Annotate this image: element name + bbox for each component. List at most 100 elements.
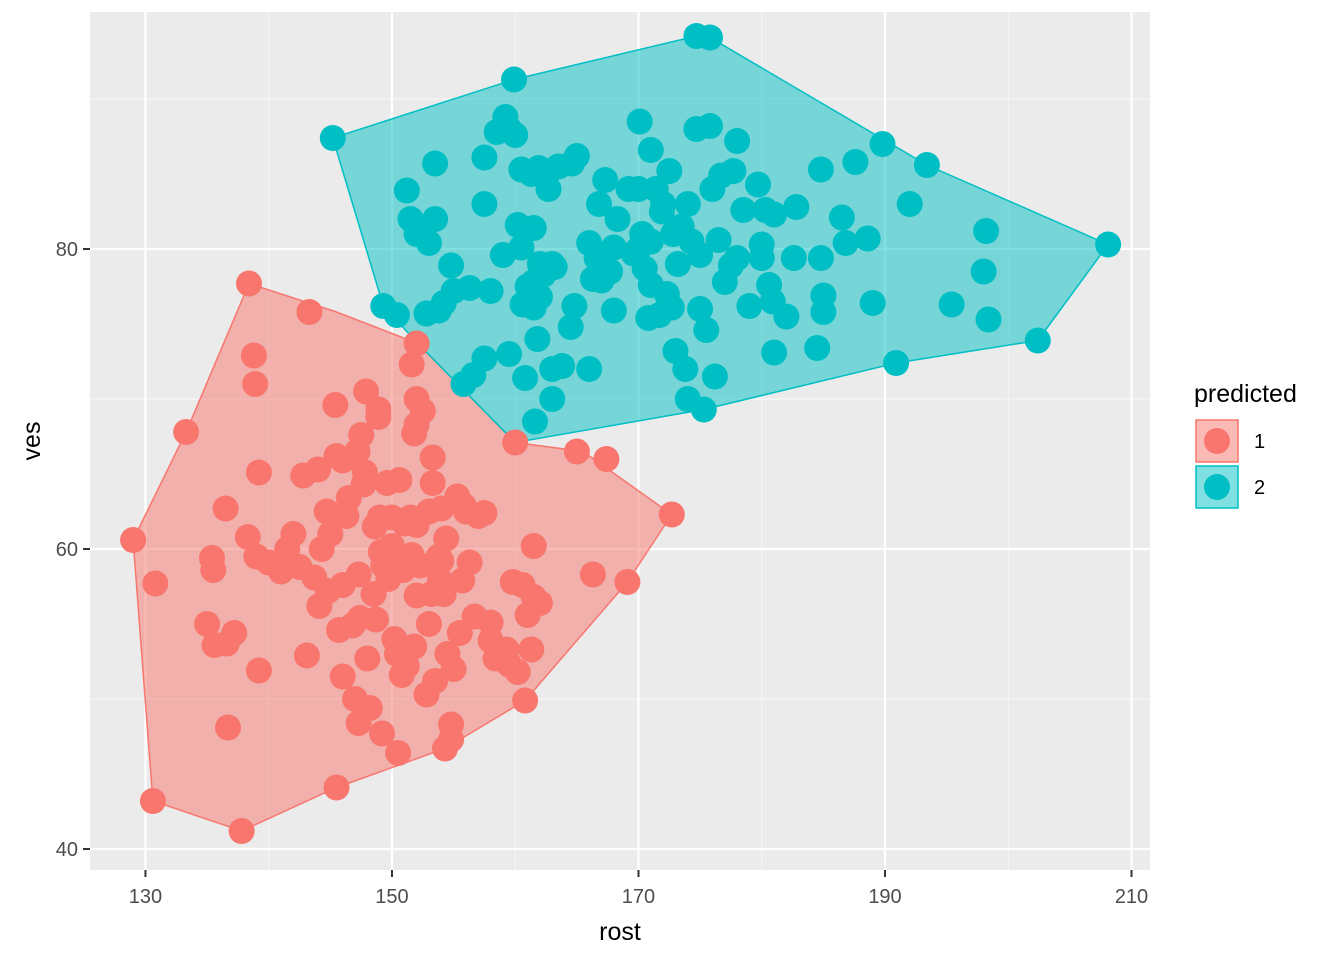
point-cluster-1 [120,527,147,553]
legend: predicted 12 [1194,380,1297,509]
point-cluster-1 [409,398,436,424]
point-cluster-2 [508,234,535,261]
point-cluster-2 [687,242,714,268]
point-cluster-2 [422,206,449,232]
point-cluster-2 [477,278,504,304]
point-cluster-2 [783,194,810,220]
point-cluster-2 [883,350,910,376]
point-cluster-2 [690,396,717,423]
point-cluster-2 [522,408,548,435]
point-cluster-2 [626,108,653,135]
point-cluster-2 [637,137,664,163]
legend-items: 12 [1195,419,1265,509]
x-tick-labels: 130 150 170 190 210 [129,886,1148,908]
point-cluster-2 [422,150,449,177]
point-cluster-2 [773,303,800,330]
point-cluster-2 [549,353,576,379]
point-cluster-2 [804,335,831,361]
point-cluster-2 [854,225,881,252]
point-cluster-1 [422,668,449,694]
point-cluster-2 [697,113,723,139]
point-cluster-2 [526,284,553,310]
point-cluster-2 [535,176,562,202]
point-cluster-1 [293,642,320,669]
point-cluster-2 [780,245,807,271]
point-cluster-1 [520,533,547,559]
point-cluster-1 [593,446,620,472]
point-cluster-2 [1024,327,1051,354]
x-tick-label: 150 [375,886,408,908]
point-cluster-1 [614,569,641,595]
x-tick-label: 190 [868,886,901,908]
point-cluster-2 [393,177,420,204]
point-cluster-1 [313,498,340,525]
point-cluster-2 [502,122,529,148]
point-cluster-2 [896,191,923,217]
legend-label-1: 1 [1254,431,1265,453]
point-cluster-1 [365,404,392,430]
x-tick-label: 130 [129,886,162,908]
y-tick-label: 60 [56,539,78,561]
legend-label-2: 2 [1254,477,1265,499]
point-cluster-2 [745,171,771,198]
x-axis-title: rost [599,918,641,946]
point-cluster-2 [557,314,584,340]
point-cluster-1 [280,521,307,547]
point-cluster-2 [456,275,483,301]
point-cluster-1 [348,422,375,448]
point-cluster-1 [440,656,467,682]
point-cluster-1 [419,444,446,471]
point-cluster-2 [471,345,498,372]
axis-ticks [83,248,1133,877]
point-cluster-1 [526,590,553,616]
point-cluster-1 [438,711,465,738]
point-cluster-1 [518,636,545,663]
point-cluster-1 [504,659,531,685]
point-cluster-2 [761,201,788,228]
point-cluster-1 [386,467,413,493]
point-cluster-1 [317,521,344,547]
point-cluster-2 [807,245,834,271]
point-cluster-1 [471,500,498,526]
point-cluster-2 [501,66,527,93]
x-tick-label: 210 [1115,886,1148,908]
point-cluster-1 [430,581,457,607]
point-cluster-1 [215,714,241,741]
legend-title: predicted [1194,380,1297,408]
point-cluster-2 [869,131,896,157]
point-cluster-2 [600,297,627,324]
point-cluster-2 [637,228,664,255]
point-cluster-1 [379,533,405,559]
point-cluster-2 [561,293,588,319]
point-cluster-2 [471,191,498,217]
point-cluster-1 [385,740,412,766]
point-cluster-1 [212,495,239,522]
point-cluster-1 [329,663,356,690]
point-cluster-2 [828,204,855,231]
point-cluster-2 [736,293,763,319]
point-cluster-2 [672,356,699,382]
point-cluster-2 [658,294,685,321]
point-cluster-1 [194,611,221,637]
point-cluster-2 [383,302,410,328]
point-cluster-2 [586,191,612,217]
point-cluster-1 [403,330,430,357]
point-cluster-2 [664,251,691,277]
point-cluster-1 [323,774,350,801]
point-cluster-2 [438,252,465,279]
point-cluster-1 [354,645,381,672]
point-cluster-2 [810,299,837,325]
legend-dot-1 [1204,428,1230,454]
point-cluster-1 [139,788,166,814]
data-points [120,23,1122,844]
point-cluster-2 [842,149,869,175]
point-cluster-2 [975,306,1002,333]
y-tick-label: 80 [56,239,78,261]
point-cluster-1 [502,429,529,456]
point-cluster-2 [416,230,442,256]
legend-dot-2 [1204,474,1230,500]
point-cluster-1 [401,633,428,660]
point-cluster-1 [236,270,262,297]
point-cluster-2 [674,191,701,217]
point-cluster-2 [650,191,677,217]
